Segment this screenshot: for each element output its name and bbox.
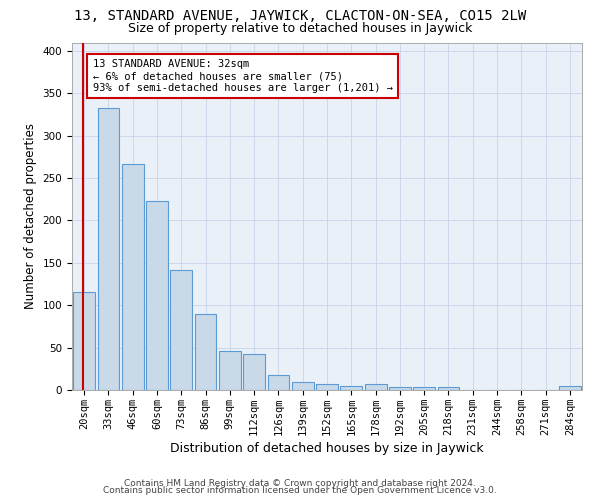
Text: Contains HM Land Registry data © Crown copyright and database right 2024.: Contains HM Land Registry data © Crown c… <box>124 478 476 488</box>
Bar <box>413 388 435 390</box>
Bar <box>170 270 192 390</box>
Text: 13, STANDARD AVENUE, JAYWICK, CLACTON-ON-SEA, CO15 2LW: 13, STANDARD AVENUE, JAYWICK, CLACTON-ON… <box>74 9 526 23</box>
Bar <box>292 382 314 390</box>
Text: Size of property relative to detached houses in Jaywick: Size of property relative to detached ho… <box>128 22 472 35</box>
Bar <box>268 374 289 390</box>
Text: Contains public sector information licensed under the Open Government Licence v3: Contains public sector information licen… <box>103 486 497 495</box>
Bar <box>316 384 338 390</box>
Bar <box>389 386 411 390</box>
Bar <box>122 164 143 390</box>
X-axis label: Distribution of detached houses by size in Jaywick: Distribution of detached houses by size … <box>170 442 484 455</box>
Bar <box>194 314 217 390</box>
Bar <box>365 384 386 390</box>
Bar <box>437 386 460 390</box>
Y-axis label: Number of detached properties: Number of detached properties <box>24 123 37 309</box>
Bar <box>97 108 119 390</box>
Bar <box>559 386 581 390</box>
Bar <box>243 354 265 390</box>
Bar <box>340 386 362 390</box>
Text: 13 STANDARD AVENUE: 32sqm
← 6% of detached houses are smaller (75)
93% of semi-d: 13 STANDARD AVENUE: 32sqm ← 6% of detach… <box>92 60 392 92</box>
Bar <box>219 351 241 390</box>
Bar <box>73 292 95 390</box>
Bar <box>146 201 168 390</box>
